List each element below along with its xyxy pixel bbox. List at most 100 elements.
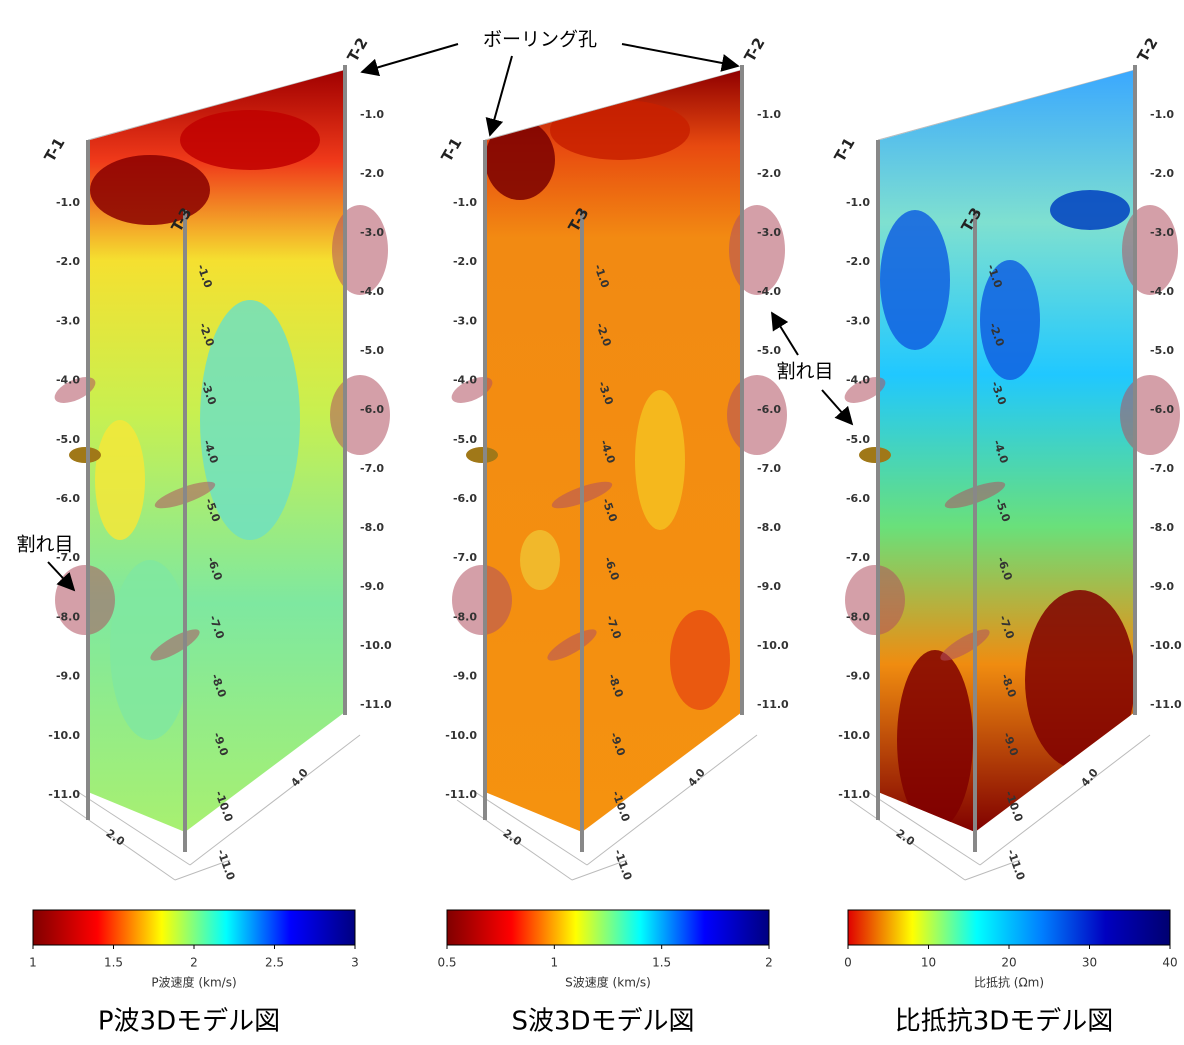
depth-label: -7.0 — [1150, 462, 1174, 475]
depth-label: -4.0 — [453, 374, 477, 387]
depth-label: -3.0 — [360, 226, 384, 239]
figure: T-1T-2T-3-1.0-1.0-1.0-2.0-2.0-2.0-3.0-3.… — [0, 0, 1184, 1045]
depth-label: -2.0 — [757, 167, 781, 180]
depth-label: -9.0 — [453, 670, 477, 683]
depth-label: -9.0 — [846, 670, 870, 683]
depth-label: -1.0 — [846, 196, 870, 209]
depth-label: -6.0 — [453, 492, 477, 505]
contour-region — [1050, 190, 1130, 230]
contour-region — [897, 650, 973, 830]
fracture — [452, 565, 512, 635]
depth-label: -2.0 — [360, 167, 384, 180]
depth-label: -2.0 — [846, 255, 870, 268]
depth-label: -1.0 — [757, 108, 781, 121]
depth-label: -6.0 — [757, 403, 781, 416]
panel-title: S波3Dモデル図 — [511, 1007, 694, 1037]
depth-label: -5.0 — [846, 433, 870, 446]
depth-label: -5.0 — [453, 433, 477, 446]
depth-label: -2.0 — [453, 255, 477, 268]
colorbar-label: S波速度 (km/s) — [565, 975, 651, 990]
depth-label: -6.0 — [360, 403, 384, 416]
contour-region — [180, 110, 320, 170]
depth-label: -5.0 — [56, 433, 80, 446]
depth-label: -4.0 — [1150, 285, 1174, 298]
depth-label: -1.0 — [453, 196, 477, 209]
depth-label: -8.0 — [360, 521, 384, 534]
depth-label: -8.0 — [453, 610, 477, 623]
depth-label: -3.0 — [56, 314, 80, 327]
depth-label: -5.0 — [757, 344, 781, 357]
depth-label: -4.0 — [757, 285, 781, 298]
colorbar-tick-label: 1 — [29, 956, 37, 970]
depth-label: -7.0 — [453, 551, 477, 564]
depth-label: -4.0 — [360, 285, 384, 298]
depth-label: -7.0 — [846, 551, 870, 564]
colorbar — [848, 910, 1170, 945]
depth-label: -5.0 — [1150, 344, 1174, 357]
depth-label: -10.0 — [757, 639, 789, 652]
colorbar-label: P波速度 (km/s) — [151, 975, 236, 990]
depth-label: -1.0 — [56, 196, 80, 209]
fracture — [466, 447, 498, 463]
depth-label: -7.0 — [360, 462, 384, 475]
depth-label: -3.0 — [1150, 226, 1174, 239]
contour-region — [670, 610, 730, 710]
depth-label: -9.0 — [56, 670, 80, 683]
depth-label: -9.0 — [1150, 580, 1174, 593]
depth-label: -6.0 — [56, 492, 80, 505]
borehole-label: ボーリング孔 — [483, 29, 597, 51]
colorbar-tick-label: 2 — [765, 956, 773, 970]
contour-region — [635, 390, 685, 530]
depth-label: -11.0 — [48, 788, 80, 801]
fracture — [55, 565, 115, 635]
depth-label: -11.0 — [445, 788, 477, 801]
fracture — [845, 565, 905, 635]
colorbar-tick-label: 2.5 — [265, 956, 284, 970]
fracture — [729, 205, 785, 295]
fracture — [859, 447, 891, 463]
depth-label: -2.0 — [56, 255, 80, 268]
depth-label: -10.0 — [360, 639, 392, 652]
depth-label: -3.0 — [757, 226, 781, 239]
colorbar-tick-label: 0.5 — [437, 956, 456, 970]
fracture-label: 割れ目 — [16, 534, 73, 556]
fracture — [69, 447, 101, 463]
fracture — [1122, 205, 1178, 295]
colorbar-tick-label: 10 — [921, 956, 936, 970]
depth-label: -10.0 — [1150, 639, 1182, 652]
contour-region — [880, 210, 950, 350]
depth-label: -11.0 — [757, 698, 789, 711]
depth-label: -6.0 — [1150, 403, 1174, 416]
depth-label: -4.0 — [56, 374, 80, 387]
depth-label: -3.0 — [846, 314, 870, 327]
depth-label: -10.0 — [838, 729, 870, 742]
contour-region — [95, 420, 145, 540]
colorbar — [447, 910, 769, 945]
colorbar-tick-label: 2 — [190, 956, 198, 970]
depth-label: -1.0 — [1150, 108, 1174, 121]
depth-label: -11.0 — [838, 788, 870, 801]
colorbar-label: 比抵抗 (Ωm) — [974, 975, 1044, 990]
depth-label: -11.0 — [1150, 698, 1182, 711]
depth-label: -6.0 — [846, 492, 870, 505]
colorbar-tick-label: 1 — [551, 956, 559, 970]
depth-label: -8.0 — [1150, 521, 1174, 534]
depth-label: -10.0 — [445, 729, 477, 742]
depth-label: -3.0 — [453, 314, 477, 327]
depth-label: -8.0 — [757, 521, 781, 534]
fracture — [332, 205, 388, 295]
colorbar-tick-label: 20 — [1001, 956, 1016, 970]
panel-title: P波3Dモデル図 — [98, 1007, 280, 1037]
depth-label: -5.0 — [360, 344, 384, 357]
depth-label: -10.0 — [48, 729, 80, 742]
depth-label: -8.0 — [56, 610, 80, 623]
depth-label: -4.0 — [846, 374, 870, 387]
colorbar-tick-label: 3 — [351, 956, 359, 970]
depth-label: -9.0 — [360, 580, 384, 593]
contour-region — [520, 530, 560, 590]
depth-label: -11.0 — [360, 698, 392, 711]
colorbar-tick-label: 30 — [1082, 956, 1097, 970]
depth-label: -8.0 — [846, 610, 870, 623]
colorbar-tick-label: 40 — [1162, 956, 1177, 970]
colorbar-tick-label: 0 — [844, 956, 852, 970]
